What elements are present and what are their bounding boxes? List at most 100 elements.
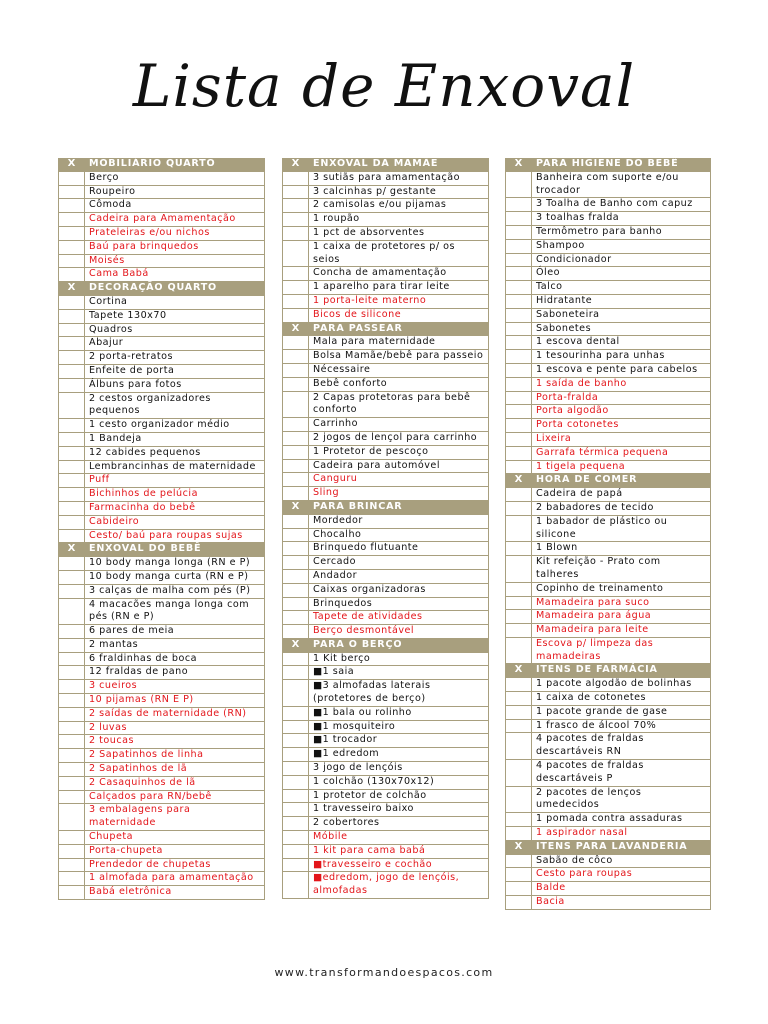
item-checkbox[interactable]: [506, 678, 532, 692]
item-checkbox[interactable]: [59, 529, 85, 543]
item-checkbox[interactable]: [283, 185, 309, 199]
item-checkbox[interactable]: [283, 706, 309, 720]
item-checkbox[interactable]: [506, 253, 532, 267]
item-checkbox[interactable]: [59, 694, 85, 707]
item-checkbox[interactable]: [59, 446, 85, 460]
item-checkbox[interactable]: [59, 707, 85, 721]
item-checkbox[interactable]: [283, 803, 309, 817]
item-checkbox[interactable]: [506, 624, 532, 637]
item-checkbox[interactable]: [59, 735, 85, 749]
item-checkbox[interactable]: [59, 295, 85, 309]
item-checkbox[interactable]: [59, 515, 85, 529]
item-checkbox[interactable]: [283, 514, 309, 528]
item-checkbox[interactable]: [59, 460, 85, 474]
item-checkbox[interactable]: [283, 213, 309, 226]
item-checkbox[interactable]: [506, 582, 532, 596]
item-checkbox[interactable]: [59, 213, 85, 226]
item-checkbox[interactable]: [59, 199, 85, 213]
item-checkbox[interactable]: [59, 721, 85, 735]
item-checkbox[interactable]: [506, 294, 532, 308]
item-checkbox[interactable]: [59, 763, 85, 776]
item-checkbox[interactable]: [283, 680, 309, 706]
item-checkbox[interactable]: [59, 776, 85, 790]
item-checkbox[interactable]: [59, 323, 85, 337]
item-checkbox[interactable]: [283, 431, 309, 445]
item-checkbox[interactable]: [59, 790, 85, 804]
item-checkbox[interactable]: [59, 171, 85, 185]
item-checkbox[interactable]: [283, 831, 309, 844]
item-checkbox[interactable]: [506, 308, 532, 322]
item-checkbox[interactable]: [283, 720, 309, 734]
item-checkbox[interactable]: [283, 597, 309, 611]
item-checkbox[interactable]: [59, 501, 85, 515]
item-checkbox[interactable]: [283, 872, 309, 899]
item-checkbox[interactable]: [506, 363, 532, 377]
item-checkbox[interactable]: [283, 652, 309, 666]
item-checkbox[interactable]: [283, 240, 309, 267]
item-checkbox[interactable]: [506, 501, 532, 515]
item-checkbox[interactable]: [506, 350, 532, 363]
item-checkbox[interactable]: [506, 760, 532, 786]
item-checkbox[interactable]: [283, 336, 309, 350]
item-checkbox[interactable]: [283, 858, 309, 872]
item-checkbox[interactable]: [283, 267, 309, 281]
item-checkbox[interactable]: [506, 391, 532, 405]
item-checkbox[interactable]: [506, 596, 532, 610]
item-checkbox[interactable]: [506, 515, 532, 542]
item-checkbox[interactable]: [283, 281, 309, 294]
item-checkbox[interactable]: [283, 734, 309, 748]
item-checkbox[interactable]: [283, 445, 309, 459]
item-checkbox[interactable]: [59, 598, 85, 625]
item-checkbox[interactable]: [506, 336, 532, 350]
item-checkbox[interactable]: [506, 460, 532, 474]
item-checkbox[interactable]: [506, 239, 532, 253]
item-checkbox[interactable]: [283, 762, 309, 775]
item-checkbox[interactable]: [283, 528, 309, 542]
item-checkbox[interactable]: [506, 813, 532, 827]
item-checkbox[interactable]: [283, 473, 309, 487]
item-checkbox[interactable]: [283, 611, 309, 625]
item-checkbox[interactable]: [283, 789, 309, 803]
item-checkbox[interactable]: [506, 405, 532, 419]
item-checkbox[interactable]: [283, 199, 309, 213]
item-checkbox[interactable]: [506, 882, 532, 896]
item-checkbox[interactable]: [59, 804, 85, 831]
item-checkbox[interactable]: [59, 638, 85, 652]
item-checkbox[interactable]: [506, 488, 532, 501]
item-checkbox[interactable]: [59, 652, 85, 666]
item-checkbox[interactable]: [283, 556, 309, 569]
item-checkbox[interactable]: [506, 267, 532, 281]
item-checkbox[interactable]: [506, 542, 532, 556]
item-checkbox[interactable]: [59, 254, 85, 268]
item-checkbox[interactable]: [283, 308, 309, 322]
item-checkbox[interactable]: [506, 719, 532, 733]
item-checkbox[interactable]: [59, 185, 85, 199]
item-checkbox[interactable]: [59, 749, 85, 763]
item-checkbox[interactable]: [59, 858, 85, 872]
item-checkbox[interactable]: [283, 666, 309, 680]
item-checkbox[interactable]: [283, 171, 309, 185]
item-checkbox[interactable]: [59, 886, 85, 900]
item-checkbox[interactable]: [283, 542, 309, 556]
item-checkbox[interactable]: [283, 583, 309, 597]
item-checkbox[interactable]: [59, 831, 85, 844]
item-checkbox[interactable]: [506, 692, 532, 705]
item-checkbox[interactable]: [506, 733, 532, 760]
item-checkbox[interactable]: [506, 212, 532, 225]
item-checkbox[interactable]: [506, 868, 532, 882]
item-checkbox[interactable]: [283, 844, 309, 858]
item-checkbox[interactable]: [506, 377, 532, 391]
item-checkbox[interactable]: [506, 446, 532, 460]
item-checkbox[interactable]: [283, 226, 309, 240]
item-checkbox[interactable]: [59, 872, 85, 886]
item-checkbox[interactable]: [506, 827, 532, 840]
item-checkbox[interactable]: [283, 569, 309, 583]
item-checkbox[interactable]: [283, 625, 309, 638]
item-checkbox[interactable]: [506, 637, 532, 664]
item-checkbox[interactable]: [506, 432, 532, 446]
item-checkbox[interactable]: [59, 432, 85, 446]
item-checkbox[interactable]: [59, 557, 85, 570]
item-checkbox[interactable]: [283, 748, 309, 762]
item-checkbox[interactable]: [506, 198, 532, 212]
item-checkbox[interactable]: [59, 309, 85, 323]
